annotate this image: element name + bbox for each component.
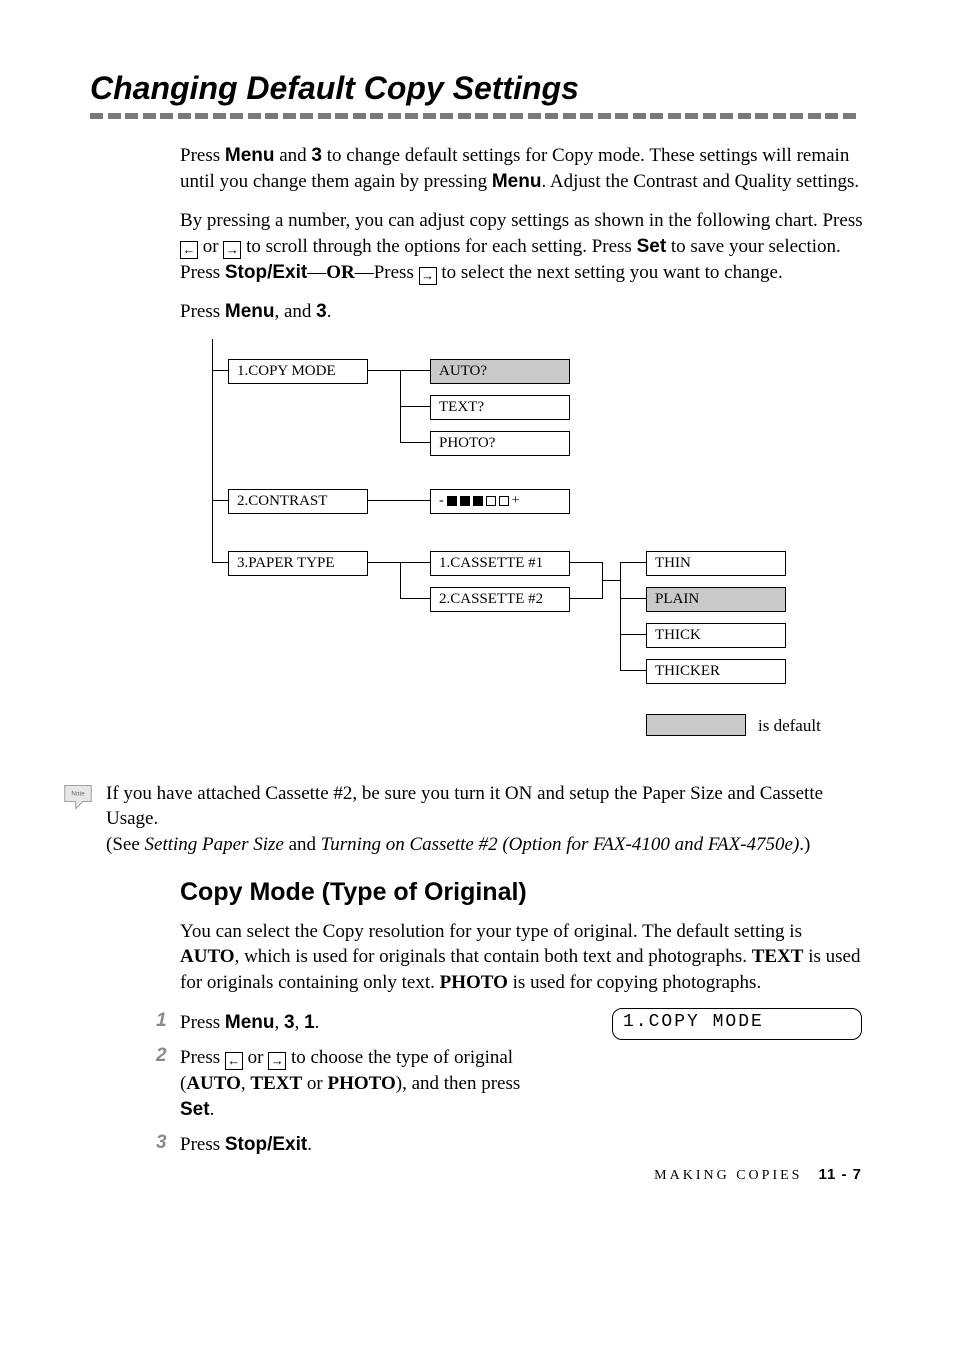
- tree-node: PLAIN: [646, 587, 786, 612]
- note-text-2: (See Setting Paper Size and Turning on C…: [106, 832, 864, 858]
- tree-node: THIN: [646, 551, 786, 576]
- left-arrow-icon: ←: [225, 1052, 243, 1070]
- intro-para-1: Press Menu and 3 to change default setti…: [180, 143, 864, 194]
- tree-node: 1.COPY MODE: [228, 359, 368, 384]
- copy-mode-para: You can select the Copy resolution for y…: [180, 919, 864, 996]
- page-footer: MAKING COPIES11 - 7: [654, 1166, 862, 1184]
- intro-para-3: Press Menu, and 3.: [180, 299, 864, 325]
- note-block: Note If you have attached Cassette #2, b…: [60, 781, 864, 858]
- tree-node: 1.CASSETTE #1: [430, 551, 570, 576]
- right-arrow-icon: →: [223, 241, 241, 259]
- tree-node: 2.CASSETTE #2: [430, 587, 570, 612]
- tree-node: - +: [430, 489, 570, 514]
- note-icon: Note: [60, 781, 96, 858]
- svg-text:Note: Note: [71, 790, 85, 797]
- page-title: Changing Default Copy Settings: [90, 70, 864, 107]
- tree-node: THICK: [646, 623, 786, 648]
- title-underline: [90, 113, 864, 119]
- tree-node: AUTO?: [430, 359, 570, 384]
- section-heading: Copy Mode (Type of Original): [180, 878, 864, 907]
- tree-node: THICKER: [646, 659, 786, 684]
- right-arrow-icon: →: [268, 1052, 286, 1070]
- tree-node: 3.PAPER TYPE: [228, 551, 368, 576]
- step-2: 2 Press ← or → to choose the type of ori…: [156, 1045, 536, 1122]
- tree-node: TEXT?: [430, 395, 570, 420]
- lcd-display: 1.COPY MODE: [612, 1008, 862, 1040]
- left-arrow-icon: ←: [180, 241, 198, 259]
- step-3: 3 Press Stop/Exit.: [156, 1132, 536, 1158]
- intro-para-2: By pressing a number, you can adjust cop…: [180, 208, 864, 285]
- tree-node: 2.CONTRAST: [228, 489, 368, 514]
- menu-tree-diagram: 1.COPY MODE 2.CONTRAST 3.PAPER TYPE AUTO…: [200, 339, 864, 769]
- step-1: 1 Press Menu, 3, 1.: [156, 1010, 536, 1036]
- legend-swatch: [646, 714, 746, 736]
- right-arrow-icon: →: [419, 267, 437, 285]
- tree-node: PHOTO?: [430, 431, 570, 456]
- legend-label: is default: [758, 716, 821, 736]
- note-text-1: If you have attached Cassette #2, be sur…: [106, 781, 864, 832]
